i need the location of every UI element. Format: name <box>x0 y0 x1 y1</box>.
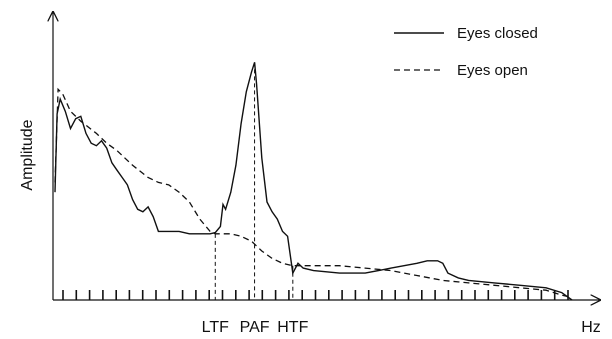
x-ticks <box>62 290 569 300</box>
y-axis-label: Amplitude <box>19 119 36 190</box>
series-eyes-open <box>54 87 573 299</box>
legend: Eyes closed Eyes open <box>394 25 538 79</box>
marker-guides <box>214 62 294 300</box>
legend-label-eyes-open: Eyes open <box>457 62 528 79</box>
marker-label-htf: HTF <box>277 319 308 336</box>
x-axis-label: Hz <box>581 319 601 336</box>
marker-label-paf: PAF <box>240 319 270 336</box>
marker-label-ltf: LTF <box>202 319 229 336</box>
legend-label-eyes-closed: Eyes closed <box>457 25 538 42</box>
series-eyes-closed <box>54 62 573 301</box>
